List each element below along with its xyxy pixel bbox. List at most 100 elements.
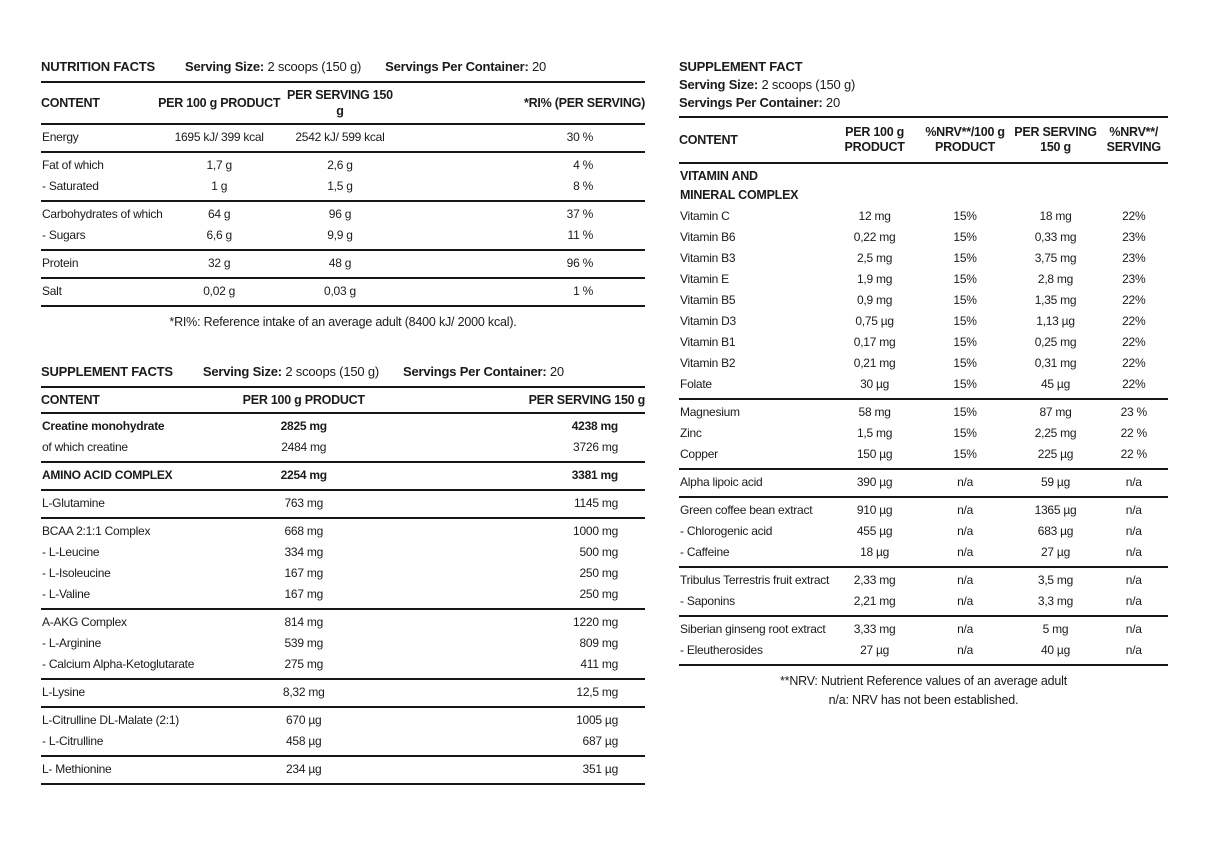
cell-value: 3,33 mg — [853, 622, 896, 636]
table-row: Vitamin C 12 mg 15% 18 mg 22% — [679, 206, 1168, 227]
row-group: Protein 32 g 48 g 96 % — [41, 250, 645, 279]
servings-per-container-label: Servings Per Container: — [402, 364, 547, 379]
row-label: Vitamin B1 — [680, 335, 736, 349]
cell-value: 2,21 mg — [830, 591, 919, 617]
supplement-facts-title-bar: SUPPLEMENT FACTS Serving Size: 2 scoops (… — [41, 362, 645, 388]
servings-per-container-label: Servings Per Container: — [385, 59, 529, 74]
cell-value: 15% — [953, 356, 977, 370]
table-row: Vitamin B3 2,5 mg 15% 3,75 mg 23% — [679, 248, 1168, 269]
row-group: L- Methionine 234 µg 351 µg — [41, 756, 645, 785]
section-header-row: VITAMIN AND MINERAL COMPLEX — [679, 163, 1168, 206]
cell-value: 15% — [953, 209, 977, 223]
cell-value: 150 µg — [830, 444, 919, 470]
serving-size: Serving Size: 2 scoops (150 g) — [203, 364, 379, 379]
cell-value: 0,33 mg — [1034, 230, 1077, 244]
row-label: Vitamin E — [680, 272, 729, 286]
table-row: BCAA 2:1:1 Complex 668 mg 1000 mg — [41, 518, 645, 542]
supplement-fact-right-section: SUPPLEMENT FACT Serving Size: 2 scoops (… — [679, 58, 1168, 710]
row-group: L-Glutamine 763 mg 1145 mg — [41, 490, 645, 519]
table-row: - Calcium Alpha-Ketoglutarate 275 mg 411 m… — [41, 654, 645, 680]
cell-value: 1 % — [397, 278, 645, 307]
row-label: Fat of which — [42, 158, 104, 172]
cell-value: 15% — [953, 426, 977, 440]
servings-per-container-value: 20 — [532, 59, 547, 74]
table-row: Vitamin E 1,9 mg 15% 2,8 mg 23% — [679, 269, 1168, 290]
cell-value: 225 µg — [1011, 444, 1100, 470]
cell-value: 275 mg — [228, 654, 380, 680]
cell-value: n/a — [1099, 640, 1168, 666]
serving-size-label: Serving Size: — [202, 364, 282, 379]
cell-value: 2,33 mg — [853, 573, 896, 587]
row-group: L-Lysine 8,32 mg 12,5 mg — [41, 679, 645, 708]
table-row: Creatine monohydrate 2825 mg 4238 mg — [41, 413, 645, 437]
cell-value: 15% — [953, 314, 977, 328]
cell-value: 4 % — [573, 158, 593, 172]
row-group: Tribulus Terrestris fruit extract 2,33 mg… — [679, 567, 1168, 617]
row-label: - Sugars — [41, 225, 156, 251]
table-row: Fat of which 1,7 g 2,6 g 4 % — [41, 152, 645, 176]
row-label: Alpha lipoic acid — [679, 469, 831, 498]
cell-value: n/a — [957, 524, 974, 538]
cell-value: 5 mg — [1042, 622, 1069, 636]
cell-value: 687 µg — [379, 731, 645, 757]
column-header: CONTENT — [41, 388, 229, 414]
cell-value: 0,31 mg — [1034, 356, 1077, 370]
table-row: L-Citrulline DL-Malate (2:1) 670 µg 1005 µ… — [41, 707, 645, 731]
cell-value: 3381 mg — [379, 462, 645, 491]
column-header: PER SERVING 150 g — [1011, 118, 1100, 164]
row-label: - Saturated — [41, 176, 156, 202]
row-group: BCAA 2:1:1 Complex 668 mg 1000 mg - L-Leuci… — [41, 518, 645, 610]
row-label: L-Glutamine — [41, 490, 229, 519]
cell-value: 3,5 mg — [1037, 573, 1074, 587]
row-label: - Calcium Alpha-Ketoglutarate — [41, 654, 229, 680]
table-row: Vitamin B6 0,22 mg 15% 0,33 mg 23% — [679, 227, 1168, 248]
cell-value: 96 g — [328, 207, 352, 221]
cell-value: 15% — [953, 272, 977, 286]
cell-value: 8,32 mg — [228, 679, 380, 708]
cell-value: n/a — [1125, 573, 1142, 587]
cell-value: 3726 mg — [379, 437, 645, 463]
cell-value: 1,5 g — [282, 176, 398, 202]
cell-value: 22% — [1122, 209, 1146, 223]
row-label: - L-Arginine — [42, 636, 102, 650]
cell-value: 683 µg — [1037, 524, 1074, 538]
servings-per-container-value: 20 — [825, 95, 840, 110]
row-group: Siberian ginseng root extract 3,33 mg n/a 5… — [679, 616, 1168, 666]
cell-value: 22% — [1122, 293, 1146, 307]
servings-per-container-label: Servings Per Container: — [679, 95, 823, 110]
row-label: - L-Isoleucine — [42, 566, 111, 580]
cell-value: 2,5 mg — [856, 251, 893, 265]
table-row: L-Glutamine 763 mg 1145 mg — [41, 490, 645, 519]
row-group: Creatine monohydrate 2825 mg 4238 mg of whi… — [41, 413, 645, 463]
cell-value: 96 % — [397, 250, 645, 279]
cell-value: 2484 mg — [228, 437, 380, 463]
cell-value: 15% — [953, 293, 977, 307]
nrv-footnote: **NRV: Nutrient Reference values of an a… — [679, 672, 1168, 710]
cell-value: 2254 mg — [228, 462, 380, 491]
cell-value: 22% — [1099, 374, 1168, 400]
cell-value: 500 mg — [579, 545, 618, 559]
row-group: L-Citrulline DL-Malate (2:1) 670 µg 1005 µ… — [41, 707, 645, 757]
supplement-fact-title: SUPPLEMENT FACT — [679, 59, 803, 74]
cell-value: 539 mg — [284, 636, 323, 650]
cell-value: 1005 µg — [576, 713, 618, 727]
cell-value: 11 % — [397, 225, 645, 251]
cell-value: 250 mg — [579, 566, 618, 580]
row-label: Vitamin D3 — [680, 314, 736, 328]
column-header: *RI% (PER SERVING) — [397, 83, 645, 125]
nutrition-facts-section: NUTRITION FACTS Serving Size: 2 scoops (1… — [41, 57, 645, 332]
cell-value: 2,6 g — [327, 158, 353, 172]
serving-size-label: Serving Size: — [679, 77, 759, 92]
cell-value: 8 % — [397, 176, 645, 202]
table-row: - Chlorogenic acid 455 µg n/a 683 µg n/a — [679, 521, 1168, 542]
nrv-footnote-line: n/a: NRV has not been established. — [828, 693, 1019, 707]
serving-size-value: 2 scoops (150 g) — [267, 59, 362, 74]
cell-value: 18 µg — [830, 542, 919, 568]
cell-value: 814 mg — [284, 615, 323, 629]
row-label: Vitamin B2 — [680, 356, 736, 370]
table-row: Tribulus Terrestris fruit extract 2,33 mg… — [679, 567, 1168, 591]
cell-value: n/a — [1099, 542, 1168, 568]
row-label: Magnesium — [680, 405, 740, 419]
